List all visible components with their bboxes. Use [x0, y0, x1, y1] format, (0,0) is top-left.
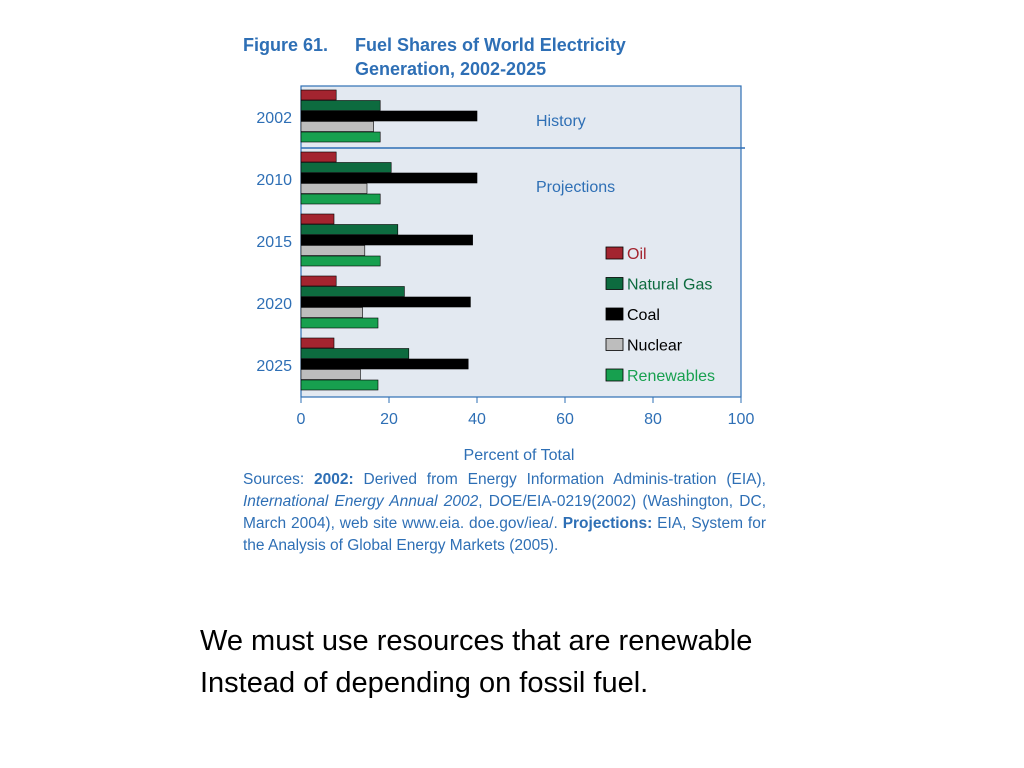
- x-axis-title: Percent of Total: [464, 447, 575, 464]
- bar-nuclear-2002: [300, 121, 374, 132]
- y-tick-label-2025: 2025: [256, 358, 292, 375]
- y-tick-label-2010: 2010: [256, 172, 292, 189]
- x-tick-label-80: 80: [644, 411, 662, 428]
- figure-title-line1: Fuel Shares of World Electricity: [355, 35, 626, 55]
- bar-natural-gas-2025: [300, 348, 410, 359]
- bar-renewables-2025: [300, 379, 379, 391]
- annotation-history: History: [536, 113, 586, 130]
- x-tick-label-40: 40: [468, 411, 486, 428]
- sources-label-2002: 2002:: [314, 471, 354, 488]
- bar-oil-2002: [300, 89, 337, 101]
- legend-swatch-renewables: [605, 368, 624, 382]
- bar-oil-2015: [300, 213, 335, 225]
- annotation-projections: Projections: [536, 179, 615, 196]
- sources-label-projections: Projections:: [562, 515, 653, 532]
- y-tick-label-2002: 2002: [256, 110, 292, 127]
- bar-oil-2010: [300, 151, 337, 163]
- sources-text-2002-a: Derived from Energy Information Adminis-…: [353, 471, 766, 488]
- bar-nuclear-2010: [300, 183, 368, 194]
- bar-coal-2010: [300, 172, 478, 184]
- bar-coal-2020: [300, 296, 471, 308]
- legend-label-natural-gas: Natural Gas: [627, 277, 712, 294]
- sources-prefix: Sources:: [243, 471, 315, 488]
- figure-title-line2: Generation, 2002-2025: [355, 59, 547, 79]
- bar-natural-gas-2020: [300, 286, 405, 297]
- sources-publication: International Energy Annual 2002: [243, 493, 479, 510]
- bar-renewables-2010: [300, 193, 381, 205]
- bar-coal-2002: [300, 110, 478, 122]
- legend-label-oil: Oil: [627, 246, 647, 263]
- y-tick-label-2015: 2015: [256, 234, 292, 251]
- bar-natural-gas-2015: [300, 224, 399, 235]
- legend-label-renewables: Renewables: [627, 368, 715, 385]
- x-tick-label-100: 100: [728, 411, 755, 428]
- bar-coal-2015: [300, 234, 473, 246]
- legend-swatch-natural-gas: [605, 277, 624, 290]
- fuel-shares-chart: 2002 2010 2015 2020 2025 0 20 40 60 80 100 Percent …: [256, 85, 755, 464]
- bar-natural-gas-2002: [300, 100, 381, 111]
- sources-text-2002-b: , DOE/EIA-0219(2002) (Washington, DC, Ma…: [243, 493, 766, 532]
- caption-line-2: Instead of depending on fossil fuel.: [200, 667, 649, 699]
- bar-nuclear-2020: [300, 307, 363, 318]
- legend-swatch-oil: [605, 246, 624, 260]
- legend-label-nuclear: Nuclear: [627, 338, 683, 355]
- legend-swatch-nuclear: [605, 338, 624, 351]
- bar-renewables-2015: [300, 255, 381, 267]
- bar-renewables-2002: [300, 131, 381, 143]
- legend-label-coal: Coal: [627, 307, 660, 324]
- x-tick-label-20: 20: [380, 411, 398, 428]
- sources-note: Sources: 2002: Derived from Energy Infor…: [243, 469, 766, 557]
- bar-renewables-2020: [300, 317, 379, 329]
- x-tick-label-60: 60: [556, 411, 574, 428]
- bar-oil-2025: [300, 337, 335, 349]
- sources-text-projections: EIA, System for the Analysis of Global E…: [243, 515, 766, 554]
- bar-nuclear-2015: [300, 245, 366, 256]
- bar-natural-gas-2010: [300, 162, 392, 173]
- legend-swatch-coal: [605, 307, 624, 321]
- x-tick-label-0: 0: [297, 411, 306, 428]
- caption-line-1: We must use resources that are renewable: [200, 625, 753, 657]
- y-tick-label-2020: 2020: [256, 296, 292, 313]
- bar-oil-2020: [300, 275, 337, 287]
- slide-caption: We must use resources that are renewable…: [200, 620, 752, 704]
- bar-nuclear-2025: [300, 369, 361, 380]
- figure-title: Figure 61. Fuel Shares of World Electrici…: [243, 33, 626, 81]
- bar-coal-2025: [300, 358, 469, 370]
- figure-number: Figure 61.: [243, 35, 329, 55]
